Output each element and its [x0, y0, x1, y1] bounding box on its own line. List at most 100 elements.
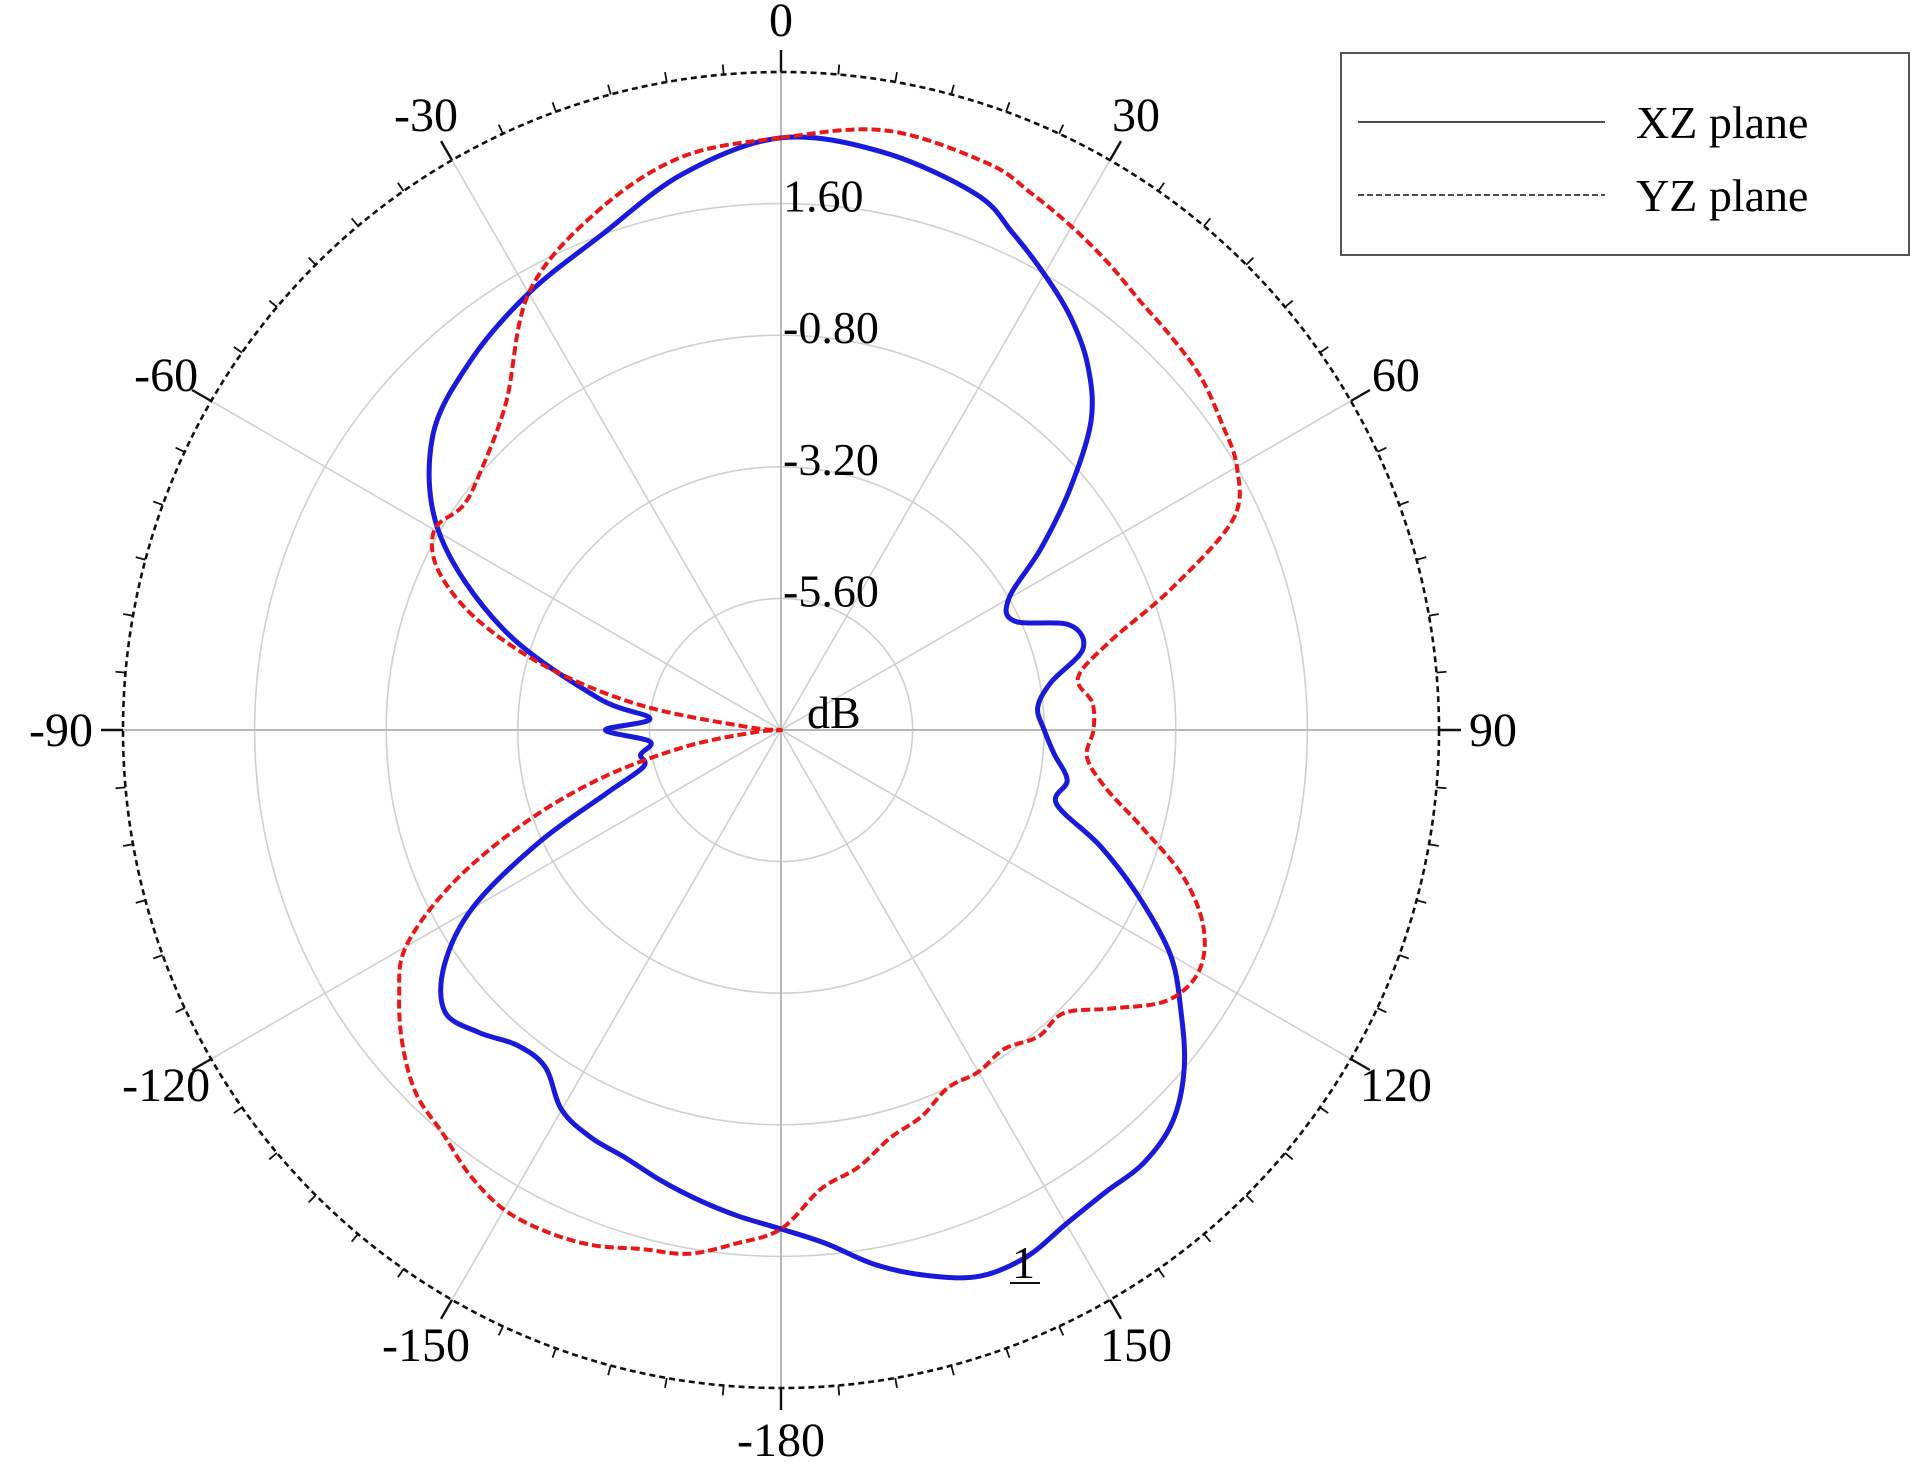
- outer-tick-140: [1203, 1233, 1212, 1243]
- angle-label-9: -90: [29, 704, 93, 757]
- outer-tick-70: [1399, 500, 1410, 506]
- outer-tick-115: [1376, 1007, 1387, 1014]
- angle-label-7: -150: [382, 1319, 470, 1372]
- outer-tick-35: [1157, 182, 1165, 192]
- outer-tick-30: [1108, 140, 1123, 161]
- outer-tick-105: [1416, 899, 1427, 904]
- outer-tick-330: [439, 140, 454, 161]
- outer-tick-220: [350, 1233, 359, 1243]
- unit-label: dB: [807, 687, 861, 738]
- spoke-210: [451, 729, 782, 1301]
- outer-tick-235: [233, 1106, 243, 1114]
- outer-tick-150: [1108, 1299, 1123, 1320]
- outer-tick-200: [551, 1348, 557, 1359]
- outer-tick-125: [1319, 1106, 1329, 1114]
- outer-tick-340: [551, 101, 557, 112]
- outer-tick-355: [721, 64, 725, 75]
- outer-tick-335: [497, 124, 504, 135]
- outer-tick-250: [152, 954, 163, 960]
- ring-label-1: -0.80: [783, 302, 879, 353]
- outer-tick-ring: [101, 50, 1461, 1410]
- outer-tick-195: [607, 1365, 612, 1376]
- outer-tick-310: [268, 299, 278, 308]
- outer-tick-350: [664, 71, 668, 83]
- series-line-xz: [426, 134, 1188, 1281]
- outer-tick-130: [1284, 1152, 1294, 1161]
- outer-tick-170: [894, 1377, 898, 1389]
- spoke-60: [780, 400, 1352, 731]
- legend-label-xz: XZ plane: [1636, 97, 1808, 148]
- outer-tick-5: [837, 64, 841, 75]
- angle-label-1: 30: [1112, 89, 1160, 142]
- ring-label-0: 1.60: [783, 171, 864, 222]
- outer-tick-145: [1157, 1268, 1165, 1278]
- outer-tick-75: [1416, 556, 1427, 561]
- outer-tick-80: [1428, 613, 1440, 617]
- outer-tick-255: [135, 899, 146, 904]
- angle-label-5: 150: [1100, 1319, 1172, 1372]
- outer-tick-300: [191, 388, 212, 403]
- outer-tick-10: [894, 71, 898, 83]
- angle-label-4: 120: [1360, 1059, 1432, 1112]
- spoke-300: [210, 400, 782, 731]
- series-line-yz: [397, 127, 1242, 1256]
- angle-label-8: -120: [122, 1059, 210, 1112]
- outer-tick-210: [439, 1299, 454, 1320]
- outer-tick-315: [308, 257, 317, 266]
- outer-tick-285: [135, 556, 146, 561]
- outer-tick-280: [122, 613, 134, 617]
- outer-tick-120: [1350, 1057, 1371, 1072]
- outer-tick-190: [664, 1377, 668, 1389]
- outer-tick-20: [1005, 101, 1011, 112]
- axis-labels: 0 30 60 90 120 150 -180 -150 -120 -90 -60 -30 1.60 -0…: [29, 0, 1517, 1467]
- legend-box: [1340, 52, 1910, 256]
- marker-label: 1: [1012, 1237, 1035, 1288]
- outer-tick-160: [1005, 1348, 1011, 1359]
- outer-tick-25: [1058, 124, 1065, 135]
- outer-tick-275: [115, 670, 126, 674]
- angle-label-2: 60: [1372, 349, 1420, 402]
- spoke-330: [451, 159, 782, 731]
- angle-label-10: -60: [134, 349, 198, 402]
- outer-tick-95: [1436, 786, 1447, 790]
- outer-tick-175: [837, 1385, 841, 1396]
- outer-tick-290: [152, 500, 163, 506]
- angle-label-11: -30: [394, 89, 458, 142]
- outer-tick-100: [1428, 843, 1440, 847]
- outer-tick-65: [1376, 446, 1387, 453]
- outer-tick-185: [721, 1385, 725, 1396]
- outer-tick-265: [115, 786, 126, 790]
- outer-tick-85: [1436, 670, 1447, 674]
- angle-label-6: -180: [737, 1414, 825, 1467]
- outer-tick-135: [1245, 1194, 1254, 1203]
- spoke-120: [780, 729, 1352, 1060]
- outer-tick-50: [1284, 299, 1294, 308]
- outer-tick-165: [950, 1365, 955, 1376]
- outer-tick-40: [1203, 217, 1212, 227]
- angle-label-3: 90: [1469, 704, 1517, 757]
- outer-tick-345: [607, 84, 612, 95]
- outer-tick-230: [268, 1152, 278, 1161]
- outer-tick-320: [350, 217, 359, 227]
- outer-tick-215: [397, 1268, 405, 1278]
- outer-tick-110: [1399, 954, 1410, 960]
- outer-tick-295: [175, 446, 186, 453]
- spoke-240: [210, 729, 782, 1060]
- spoke-30: [780, 159, 1111, 731]
- outer-tick-305: [233, 346, 243, 354]
- ring-label-3: -5.60: [783, 565, 879, 616]
- polar-grid: [123, 72, 1439, 1388]
- outer-tick-60: [1350, 388, 1371, 403]
- series-layer: [397, 127, 1242, 1281]
- outer-tick-245: [175, 1007, 186, 1014]
- outer-tick-240: [191, 1057, 212, 1072]
- legend-label-yz: YZ plane: [1636, 170, 1808, 221]
- legend: XZ plane YZ plane: [1340, 52, 1910, 256]
- spoke-150: [780, 729, 1111, 1301]
- outer-tick-205: [497, 1325, 504, 1336]
- outer-tick-155: [1058, 1325, 1065, 1336]
- outer-tick-55: [1319, 346, 1329, 354]
- outer-tick-45: [1245, 257, 1254, 266]
